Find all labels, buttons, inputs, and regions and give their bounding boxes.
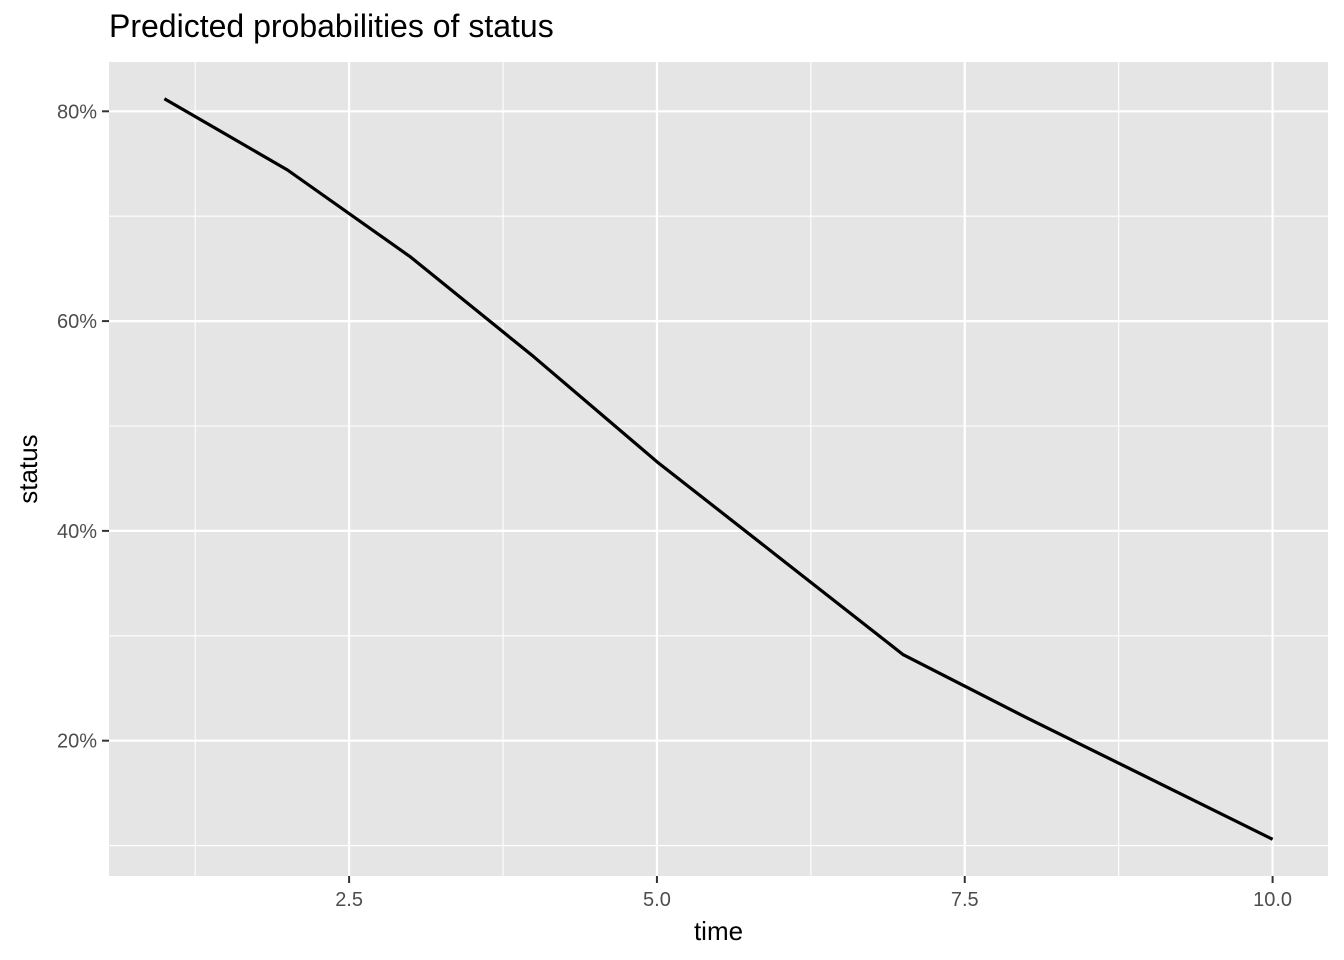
x-tick-label: 10.0 [1253,889,1292,911]
y-tick-label: 80% [57,101,97,123]
x-tick-label: 7.5 [951,889,979,911]
series-layer [163,97,1274,841]
x-axis-title: time [694,916,743,946]
major-gridlines [109,62,1328,876]
plot-panel [109,62,1328,876]
y-axis: 20% 40% 60% 80% [57,101,109,753]
y-axis-title: status [13,434,43,503]
y-tick-label: 60% [57,311,97,333]
series-line [163,97,1274,841]
x-tick-label: 5.0 [643,889,671,911]
y-tick-label: 40% [57,521,97,543]
chart-title: Predicted probabilities of status [109,8,554,44]
minor-gridlines [109,62,1328,876]
y-tick-label: 20% [57,731,97,753]
x-tick-label: 2.5 [335,889,363,911]
x-axis: 2.5 5.0 7.5 10.0 [335,876,1292,911]
